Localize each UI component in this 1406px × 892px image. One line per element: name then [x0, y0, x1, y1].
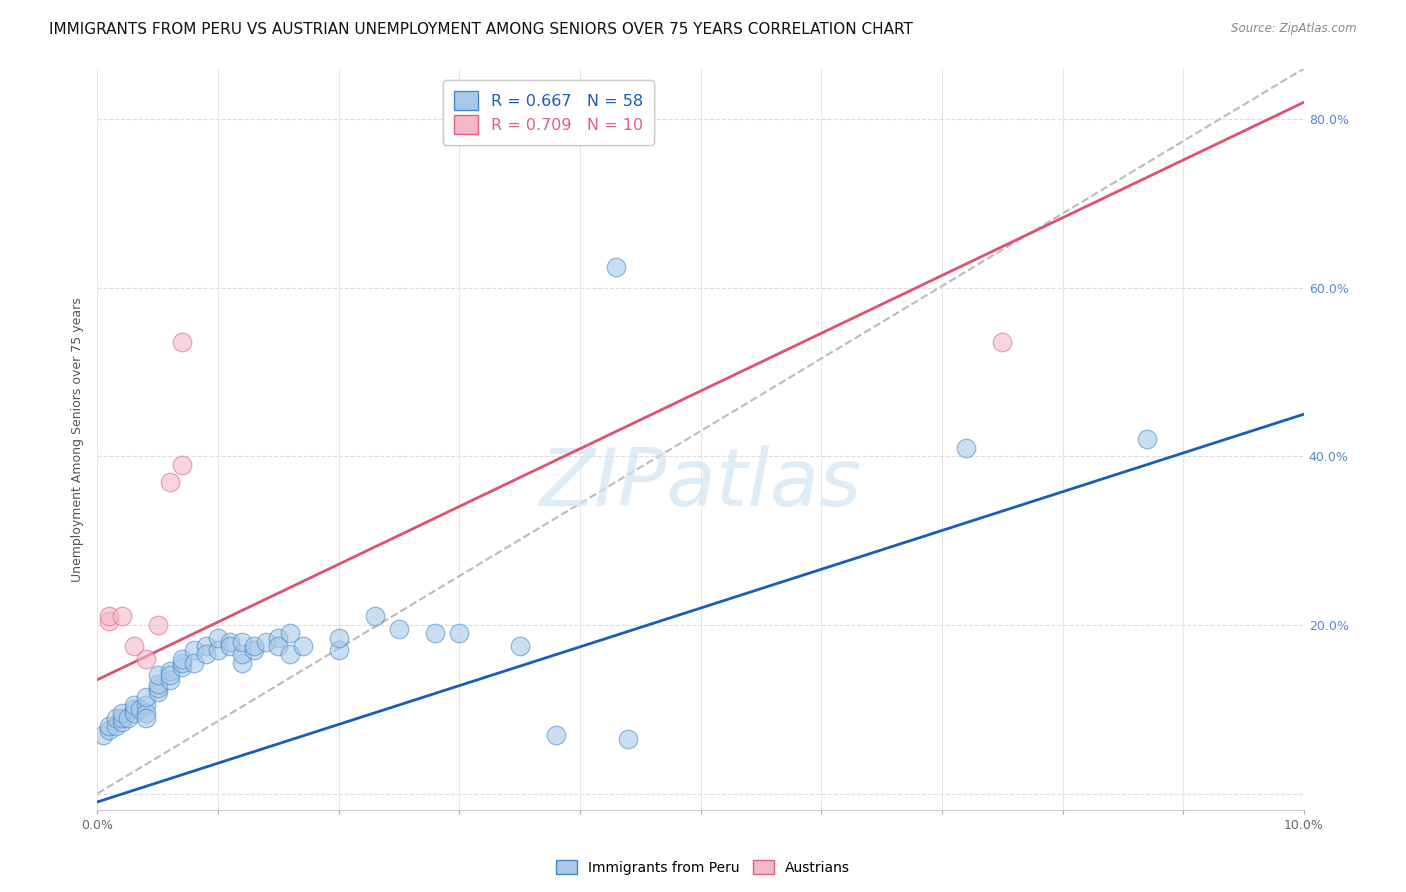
Point: [146, 668, 169, 682]
Point: [425, 626, 447, 640]
Point: [128, 702, 150, 716]
Point: [219, 634, 242, 648]
Point: [1136, 433, 1159, 447]
Point: [122, 698, 145, 712]
Point: [170, 458, 193, 472]
Point: [449, 626, 471, 640]
Point: [267, 631, 290, 645]
Point: [364, 609, 387, 624]
Point: [280, 648, 302, 662]
Point: [170, 656, 193, 670]
Point: [110, 609, 132, 624]
Point: [98, 723, 121, 738]
Point: [135, 711, 157, 725]
Point: [243, 639, 266, 653]
Point: [98, 614, 121, 628]
Point: [146, 681, 169, 695]
Point: [231, 634, 253, 648]
Point: [135, 651, 157, 665]
Point: [146, 677, 169, 691]
Point: [291, 639, 314, 653]
Point: [605, 260, 627, 274]
Point: [254, 634, 277, 648]
Point: [328, 643, 350, 657]
Point: [135, 690, 157, 704]
Point: [146, 618, 169, 632]
Point: [509, 639, 531, 653]
Point: [231, 648, 253, 662]
Legend: Immigrants from Peru, Austrians: Immigrants from Peru, Austrians: [550, 855, 856, 880]
Point: [93, 727, 115, 741]
Point: [183, 656, 205, 670]
Point: [170, 660, 193, 674]
Legend: R = 0.667   N = 58, R = 0.709   N = 10: R = 0.667 N = 58, R = 0.709 N = 10: [443, 80, 654, 145]
Point: [104, 711, 127, 725]
Point: [955, 441, 977, 455]
Point: [110, 711, 132, 725]
Text: Source: ZipAtlas.com: Source: ZipAtlas.com: [1232, 22, 1357, 36]
Text: IMMIGRANTS FROM PERU VS AUSTRIAN UNEMPLOYMENT AMONG SENIORS OVER 75 YEARS CORREL: IMMIGRANTS FROM PERU VS AUSTRIAN UNEMPLO…: [49, 22, 912, 37]
Point: [183, 643, 205, 657]
Point: [159, 475, 181, 489]
Point: [231, 656, 253, 670]
Point: [170, 335, 193, 350]
Point: [104, 719, 127, 733]
Point: [159, 668, 181, 682]
Point: [243, 643, 266, 657]
Point: [617, 731, 640, 746]
Point: [170, 651, 193, 665]
Point: [98, 719, 121, 733]
Point: [328, 631, 350, 645]
Point: [544, 727, 567, 741]
Point: [146, 685, 169, 699]
Text: ZIPatlas: ZIPatlas: [540, 445, 862, 523]
Point: [195, 648, 218, 662]
Point: [135, 698, 157, 712]
Point: [267, 639, 290, 653]
Point: [98, 609, 121, 624]
Point: [122, 702, 145, 716]
Point: [991, 335, 1014, 350]
Point: [388, 622, 411, 636]
Point: [219, 639, 242, 653]
Point: [195, 639, 218, 653]
Point: [122, 639, 145, 653]
Point: [122, 706, 145, 721]
Point: [159, 665, 181, 679]
Point: [207, 631, 229, 645]
Y-axis label: Unemployment Among Seniors over 75 years: Unemployment Among Seniors over 75 years: [72, 297, 84, 582]
Point: [135, 706, 157, 721]
Point: [159, 673, 181, 687]
Point: [280, 626, 302, 640]
Point: [117, 711, 139, 725]
Point: [110, 714, 132, 729]
Point: [110, 706, 132, 721]
Point: [207, 643, 229, 657]
